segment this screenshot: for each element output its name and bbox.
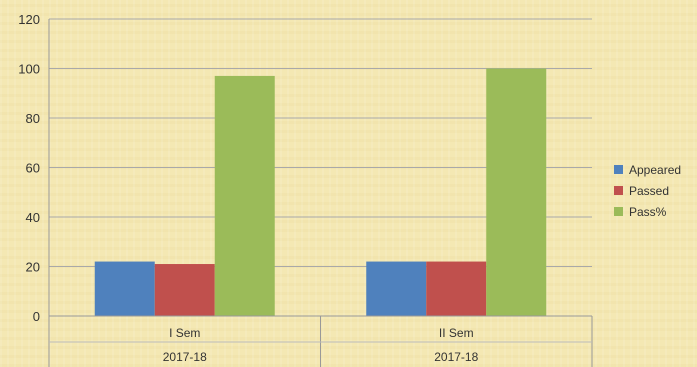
- y-tick-label: 0: [33, 309, 40, 324]
- legend-label: Appeared: [629, 163, 681, 177]
- legend-label: Pass%: [629, 205, 667, 219]
- x-group-label: 2017-18: [163, 350, 207, 364]
- y-tick-label: 40: [26, 210, 40, 225]
- x-category-label: I Sem: [169, 326, 200, 340]
- y-tick-label: 60: [26, 161, 40, 176]
- bar-pass--0: [214, 75, 275, 316]
- bars: [94, 68, 547, 316]
- y-tick-label: 100: [18, 62, 40, 77]
- legend-swatch: [614, 186, 623, 195]
- bar-appeared-1: [366, 261, 427, 316]
- y-tick-label: 120: [18, 12, 40, 27]
- bar-passed-1: [426, 261, 487, 316]
- x-group-label: 2017-18: [434, 350, 478, 364]
- y-tick-label: 20: [26, 260, 40, 275]
- bar-pass--1: [486, 68, 547, 316]
- bar-appeared-0: [94, 261, 155, 316]
- legend-label: Passed: [629, 184, 669, 198]
- axes: 0 20 40 60 80 100 120 I Sem 2017-18 II Sem 2017-18: [18, 12, 593, 367]
- x-category-label: II Sem: [439, 326, 474, 340]
- legend-swatch: [614, 207, 623, 216]
- y-tick-label: 80: [26, 111, 40, 126]
- legend-swatch: [614, 165, 623, 174]
- legend: Appeared Passed Pass%: [614, 163, 681, 219]
- bar-passed-0: [154, 264, 215, 316]
